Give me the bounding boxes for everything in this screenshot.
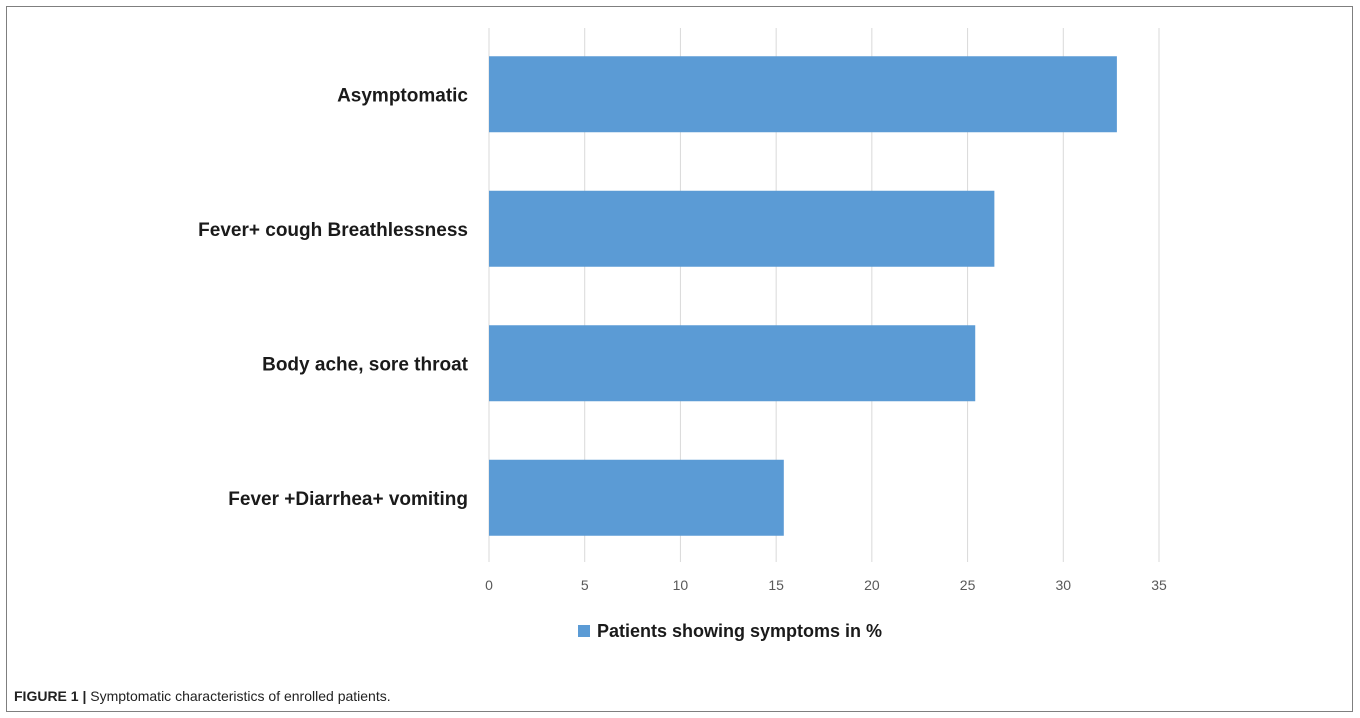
category-label: Asymptomatic <box>337 85 468 106</box>
x-tick-label: 25 <box>960 577 976 593</box>
category-label: Fever+ cough Breathlessness <box>198 220 468 241</box>
caption-label: FIGURE 1 | <box>14 688 87 704</box>
bar <box>489 325 976 402</box>
bar <box>489 459 784 536</box>
x-tick-label: 15 <box>768 577 784 593</box>
x-tick-label: 20 <box>864 577 880 593</box>
x-axis-ticks: 0 5 10 15 20 25 30 35 <box>485 577 1167 593</box>
legend-swatch <box>578 625 590 637</box>
caption-text: Symptomatic characteristics of enrolled … <box>90 688 391 704</box>
category-label: Fever +Diarrhea+ vomiting <box>228 489 468 510</box>
figure-caption: FIGURE 1 | Symptomatic characteristics o… <box>14 688 391 704</box>
x-tick-label: 5 <box>581 577 589 593</box>
x-tick-label: 0 <box>485 577 493 593</box>
x-tick-label: 30 <box>1055 577 1071 593</box>
category-label: Body ache, sore throat <box>262 354 469 375</box>
legend: Patients showing symptoms in % <box>578 621 882 641</box>
category-labels: Asymptomatic Fever+ cough Breathlessness B… <box>198 85 468 510</box>
x-tick-label: 10 <box>673 577 689 593</box>
legend-label: Patients showing symptoms in % <box>597 621 882 641</box>
bar <box>489 190 995 267</box>
bars <box>489 56 1117 536</box>
x-tick-label: 35 <box>1151 577 1167 593</box>
bar <box>489 56 1117 133</box>
